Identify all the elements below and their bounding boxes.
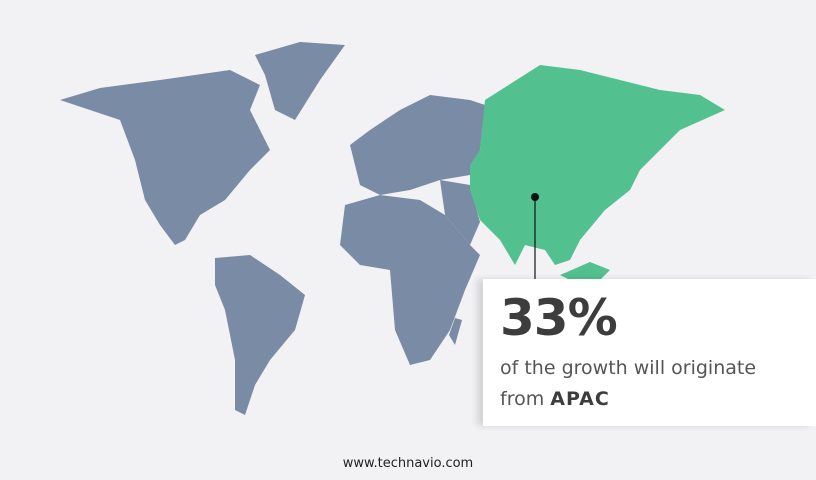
growth-description: of the growth will originate from APAC	[500, 353, 756, 415]
region-africa[interactable]	[340, 195, 480, 365]
region-madagascar[interactable]	[449, 318, 462, 345]
region-apac-islands	[560, 262, 610, 280]
region-south-america[interactable]	[215, 255, 305, 415]
callout-pointer-dot	[531, 193, 539, 201]
region-europe[interactable]	[350, 95, 485, 195]
region-north-america[interactable]	[60, 70, 270, 245]
region-middle-east[interactable]	[440, 180, 480, 245]
growth-percentage: 33%	[500, 289, 618, 347]
description-text: of the growth will originate	[500, 357, 757, 379]
from-label: from	[500, 388, 545, 410]
stat-callout: 33% of the growth will originate from AP…	[483, 279, 816, 426]
footer-website[interactable]: www.technavio.com	[342, 456, 474, 471]
region-apac[interactable]	[470, 65, 725, 265]
region-greenland[interactable]	[255, 42, 345, 120]
region-label: APAC	[550, 388, 610, 410]
